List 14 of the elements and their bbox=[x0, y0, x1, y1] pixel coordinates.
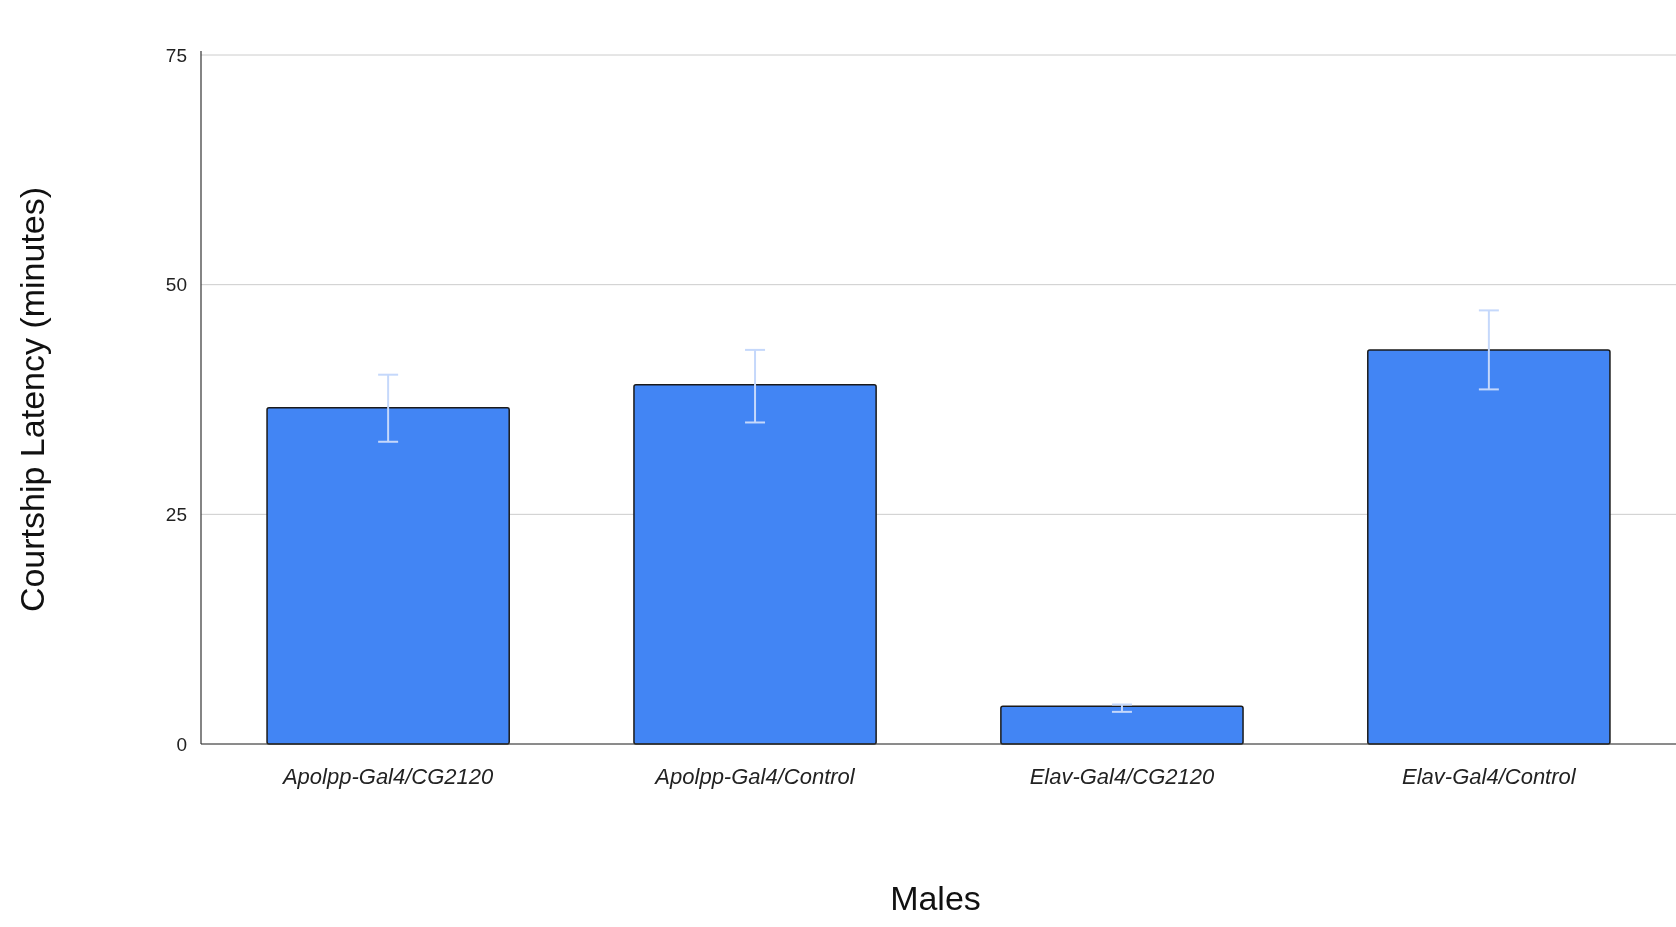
bar bbox=[1000, 705, 1244, 745]
y-axis-title: Courtship Latency (minutes) bbox=[13, 186, 51, 613]
x-axis-title: Males bbox=[890, 879, 981, 917]
x-tick-label: Elav-Gal4/Control bbox=[1402, 764, 1577, 789]
y-tick-label: 75 bbox=[165, 44, 187, 66]
x-tick-label: Apolpp-Gal4/CG2120 bbox=[280, 764, 495, 789]
y-tick-label: 25 bbox=[165, 503, 187, 525]
x-tick-label: Apolpp-Gal4/Control bbox=[653, 764, 856, 789]
bar bbox=[266, 407, 510, 745]
y-tick-label: 50 bbox=[165, 274, 187, 296]
x-tick-label: Elav-Gal4/CG2120 bbox=[1029, 764, 1216, 789]
y-tick-label: 0 bbox=[176, 733, 187, 755]
bar bbox=[633, 384, 877, 745]
bar bbox=[1367, 349, 1611, 745]
